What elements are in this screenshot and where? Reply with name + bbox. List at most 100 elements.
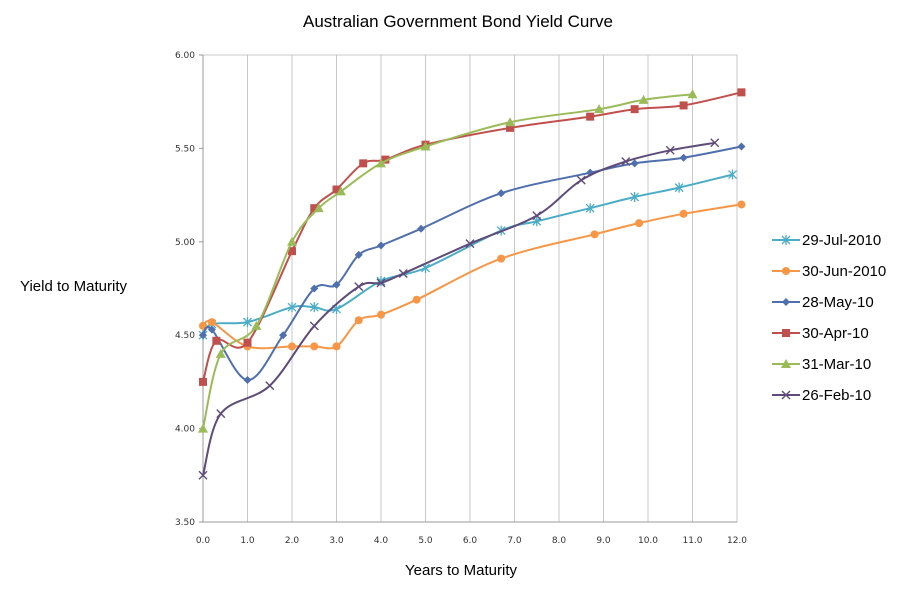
y-axis-title: Yield to Maturity	[20, 278, 127, 295]
data-point	[216, 409, 226, 419]
series-line	[202, 203, 742, 350]
data-point	[354, 316, 363, 325]
data-point	[665, 145, 675, 155]
data-point	[621, 156, 631, 166]
data-point	[679, 209, 688, 218]
data-point	[586, 112, 595, 121]
data-point	[288, 247, 296, 256]
legend-swatch-marker	[781, 390, 791, 400]
data-point	[497, 189, 506, 198]
series-29-Jul-2010	[198, 169, 738, 341]
data-point	[576, 175, 586, 185]
data-point	[381, 155, 390, 164]
legend-label: 29-Jul-2010	[802, 232, 881, 249]
data-point	[585, 203, 595, 214]
y-tick-label: 5.50	[175, 144, 195, 154]
data-point	[412, 295, 421, 304]
legend-label: 30-Apr-10	[802, 325, 869, 342]
legend-label: 30-Jun-2010	[802, 263, 886, 280]
x-tick-label: 5.0	[418, 536, 433, 546]
legend-item: 26-Feb-10	[772, 387, 871, 404]
data-point	[199, 331, 207, 340]
data-point	[287, 236, 297, 246]
data-point	[506, 123, 515, 132]
x-tick-label: 4.0	[374, 536, 389, 546]
legend-swatch-marker	[781, 235, 791, 245]
data-point	[737, 88, 746, 97]
data-point	[376, 278, 386, 288]
data-point	[359, 159, 368, 168]
x-tick-label: 1.0	[240, 536, 255, 546]
data-point	[309, 321, 319, 331]
legend-item: 30-Jun-2010	[772, 263, 886, 280]
data-point	[332, 185, 341, 194]
legend-label: 28-May-10	[802, 294, 874, 311]
series-31-Mar-10	[198, 89, 698, 433]
data-point	[310, 342, 319, 351]
data-point	[594, 104, 605, 114]
x-axis-title: Years to Maturity	[405, 562, 517, 579]
data-point	[674, 182, 684, 193]
x-tick-label: 0.0	[196, 536, 211, 546]
x-tick-label: 2.0	[285, 536, 300, 546]
legend-label: 26-Feb-10	[802, 387, 871, 404]
y-tick-label: 4.00	[175, 425, 195, 435]
legend-swatch-marker	[782, 267, 790, 275]
data-point	[532, 211, 542, 221]
data-point	[497, 254, 506, 263]
x-tick-label: 10.0	[638, 536, 658, 546]
legend-swatch-marker	[782, 298, 790, 306]
data-point	[207, 318, 216, 327]
x-tick-label: 7.0	[507, 536, 522, 546]
data-point	[199, 377, 207, 386]
x-tick-label: 9.0	[596, 536, 611, 546]
series-line	[202, 173, 733, 336]
data-point	[198, 470, 208, 480]
data-point	[420, 141, 431, 151]
data-point	[505, 117, 516, 127]
data-point	[335, 186, 346, 196]
data-point	[728, 169, 738, 180]
data-point	[265, 381, 275, 391]
axes: 0.0 1.0 2.0 3.0 4.0 5.0 6.0 7.0 8.0 9.0 10.0 11.0 12…	[175, 51, 747, 546]
data-point	[288, 342, 296, 351]
data-point	[207, 325, 216, 334]
series-28-May-10	[199, 142, 746, 385]
data-point	[243, 338, 252, 347]
legend-swatch-marker	[781, 359, 791, 368]
data-point	[309, 302, 319, 313]
legend: 29-Jul-2010 30-Jun-2010 28-May-10 30-Apr-10…	[772, 232, 886, 404]
chart-title: Australian Government Bond Yield Curve	[303, 12, 613, 31]
data-point	[354, 282, 364, 292]
x-tick-label: 11.0	[682, 536, 702, 546]
data-point	[376, 158, 386, 168]
y-tick-label: 4.50	[175, 331, 195, 341]
data-point	[630, 105, 639, 114]
data-point	[377, 241, 385, 250]
data-point	[332, 342, 341, 351]
data-point	[417, 224, 426, 233]
x-tick-label: 12.0	[727, 536, 747, 546]
y-tick-label: 3.50	[175, 518, 195, 528]
data-point	[710, 138, 720, 148]
data-point	[630, 159, 639, 168]
data-point	[279, 331, 288, 340]
data-point	[251, 320, 262, 330]
data-point	[313, 203, 324, 213]
data-point	[310, 204, 319, 213]
legend-item: 28-May-10	[772, 294, 874, 311]
data-point	[687, 89, 698, 99]
data-point	[635, 219, 644, 228]
data-point	[465, 239, 475, 249]
y-tick-label: 6.00	[175, 51, 195, 61]
data-point	[332, 280, 341, 289]
data-point	[310, 284, 319, 293]
series	[198, 88, 746, 480]
series-30-Apr-10	[199, 88, 746, 386]
data-point	[398, 269, 408, 279]
legend-item: 29-Jul-2010	[772, 232, 881, 249]
data-point	[243, 317, 252, 328]
data-point	[737, 142, 746, 151]
data-point	[630, 191, 640, 202]
